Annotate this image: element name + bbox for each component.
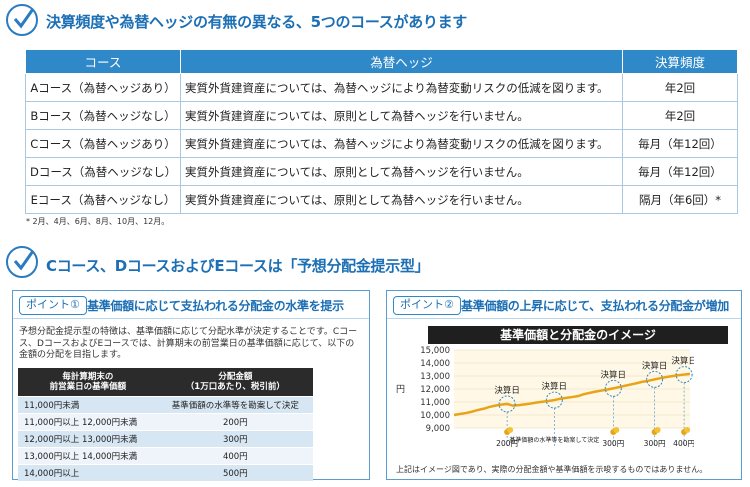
y-tick-label: 11,000	[420, 398, 450, 408]
decision-label: 決算日	[601, 369, 627, 380]
course-hedge: 実質外貨建資産については、原則として為替ヘッジを行いません。	[180, 185, 623, 214]
point2-title: 基準価額の上昇に応じて、支払われる分配金が増加	[461, 299, 729, 313]
distribution-header-row: 毎計算期末の 前営業日の基準価額 分配金額 （1万口あたり、税引前）	[18, 368, 313, 396]
course-name: Bコース（為替ヘッジなし）	[25, 101, 181, 130]
distribution-label: 200円	[496, 439, 518, 448]
table-row: Bコース（為替ヘッジなし） 実質外貨建資産については、原則として為替ヘッジを行い…	[25, 101, 738, 130]
course-frequency: 年2回	[622, 73, 738, 102]
header-distribution: 分配金額 （1万口あたり、税引前）	[157, 368, 313, 396]
table-row: Aコース（為替ヘッジあり） 実質外貨建資産については、為替ヘッジにより為替変動リ…	[25, 73, 738, 102]
table-row: Cコース（為替ヘッジあり） 実質外貨建資産については、為替ヘッジにより為替変動リ…	[25, 129, 738, 158]
section1-title: 決算頻度や為替ヘッジの有無の異なる、5つのコースがあります	[46, 13, 467, 31]
decision-label: 決算日	[642, 360, 668, 371]
point2-badge: ポイント②	[393, 296, 461, 315]
coin-icon	[507, 427, 514, 433]
distribution-table: 毎計算期末の 前営業日の基準価額 分配金額 （1万口あたり、税引前） 11,000円…	[18, 368, 313, 481]
y-tick-label: 12,000	[420, 385, 450, 395]
courses-table: コース 為替ヘッジ 決算頻度 Aコース（為替ヘッジあり） 実質外貨建資産について…	[25, 49, 738, 214]
course-hedge: 実質外貨建資産については、為替ヘッジにより為替変動リスクの低減を図ります。	[180, 129, 623, 158]
course-frequency: 年2回	[622, 101, 738, 130]
table-row: 14,000円以上 500円	[18, 463, 313, 481]
course-frequency: 毎月（年12回）	[622, 157, 738, 186]
course-hedge: 実質外貨建資産については、原則として為替ヘッジを行いません。	[180, 157, 623, 186]
price-distribution-chart: 15,000 14,000 13,000 12,000 11,000 10,000 9,00…	[396, 346, 694, 448]
course-hedge: 実質外貨建資産については、為替ヘッジにより為替変動リスクの低減を図ります。	[180, 73, 623, 102]
header-base-price: 毎計算期末の 前営業日の基準価額	[18, 368, 158, 396]
chart-disclaimer: 上記はイメージ図であり、実際の分配金額や基準価額を示唆するものではありません。	[396, 465, 708, 474]
price-range: 11,000円以上 12,000円未満	[18, 412, 158, 430]
y-tick-label: 10,000	[420, 411, 450, 421]
point1-badge: ポイント①	[19, 296, 87, 315]
table-row: 11,000円以上 12,000円未満 200円	[18, 412, 313, 430]
decision-label: 決算日	[542, 381, 568, 392]
course-name: Dコース（為替ヘッジなし）	[25, 157, 181, 186]
course-name: Eコース（為替ヘッジなし）	[25, 185, 181, 214]
y-tick-label: 9,000	[426, 424, 450, 434]
point1-description: 予想分配金提示型の特徴は、基準価額に応じて分配水準が決定することです。Cコース、…	[19, 327, 358, 360]
point1-title: 基準価額に応じて支払われる分配金の水準を提示	[87, 299, 344, 313]
course-frequency: 隔月（年6回）*	[622, 185, 738, 214]
check-circle-icon	[6, 246, 38, 278]
price-range: 12,000円以上 13,000円未満	[18, 429, 158, 447]
course-frequency: 毎月（年12回）	[622, 129, 738, 158]
table-row: 12,000円以上 13,000円未満 300円	[18, 429, 313, 447]
distribution-label: 300円	[602, 439, 624, 448]
distribution-amount: 400円	[157, 446, 313, 464]
courses-footnote: * 2月、4月、6月、8月、10月、12月。	[26, 217, 170, 226]
header-hedge: 為替ヘッジ	[180, 49, 623, 74]
chart-title: 基準価額と分配金のイメージ	[428, 326, 728, 344]
decision-label: 決算日	[494, 385, 520, 396]
point1-header: ポイント① 基準価額に応じて支払われる分配金の水準を提示	[13, 291, 369, 319]
distribution-amount: 200円	[157, 412, 313, 430]
table-row: Eコース（為替ヘッジなし） 実質外貨建資産については、原則として為替ヘッジを行い…	[25, 185, 738, 214]
table-row: Dコース（為替ヘッジなし） 実質外貨建資産については、原則として為替ヘッジを行い…	[25, 157, 738, 186]
distribution-amount: 300円	[157, 429, 313, 447]
header-frequency: 決算頻度	[622, 49, 738, 74]
base-price-line	[453, 372, 691, 417]
distribution-amount: 500円	[157, 463, 313, 481]
price-range: 13,000円以上 14,000円未満	[18, 446, 158, 464]
coin-icon	[613, 427, 620, 433]
course-hedge: 実質外貨建資産については、原則として為替ヘッジを行いません。	[180, 101, 623, 130]
distribution-label: 300円	[644, 439, 666, 448]
section2-title: Cコース、DコースおよびEコースは「予想分配金提示型」	[46, 257, 430, 275]
y-tick-label: 14,000	[420, 359, 450, 369]
table-row: 13,000円以上 14,000円未満 400円	[18, 446, 313, 464]
distribution-note: 基準価額の水準等を勘案して決定	[509, 436, 599, 444]
price-range: 11,000円未満	[18, 395, 158, 413]
coin-icon	[684, 427, 691, 433]
distribution-label: 400円	[673, 439, 694, 448]
course-name: Cコース（為替ヘッジあり）	[25, 129, 181, 158]
y-tick-label: 15,000	[420, 346, 450, 356]
courses-header-row: コース 為替ヘッジ 決算頻度	[25, 49, 738, 74]
coin-icon	[654, 427, 661, 433]
header-course: コース	[25, 49, 181, 74]
decision-label: 決算日	[671, 356, 694, 367]
y-tick-label: 13,000	[420, 372, 450, 382]
check-circle-icon	[6, 4, 38, 36]
distribution-amount: 基準価額の水準等を勘案して決定	[157, 395, 313, 413]
y-axis-unit: 円	[396, 384, 405, 395]
course-name: Aコース（為替ヘッジあり）	[25, 73, 181, 102]
decision-marker	[545, 391, 563, 409]
table-row: 11,000円未満 基準価額の水準等を勘案して決定	[18, 395, 313, 413]
price-range: 14,000円以上	[18, 463, 158, 481]
point2-header: ポイント② 基準価額の上昇に応じて、支払われる分配金が増加	[387, 291, 741, 319]
